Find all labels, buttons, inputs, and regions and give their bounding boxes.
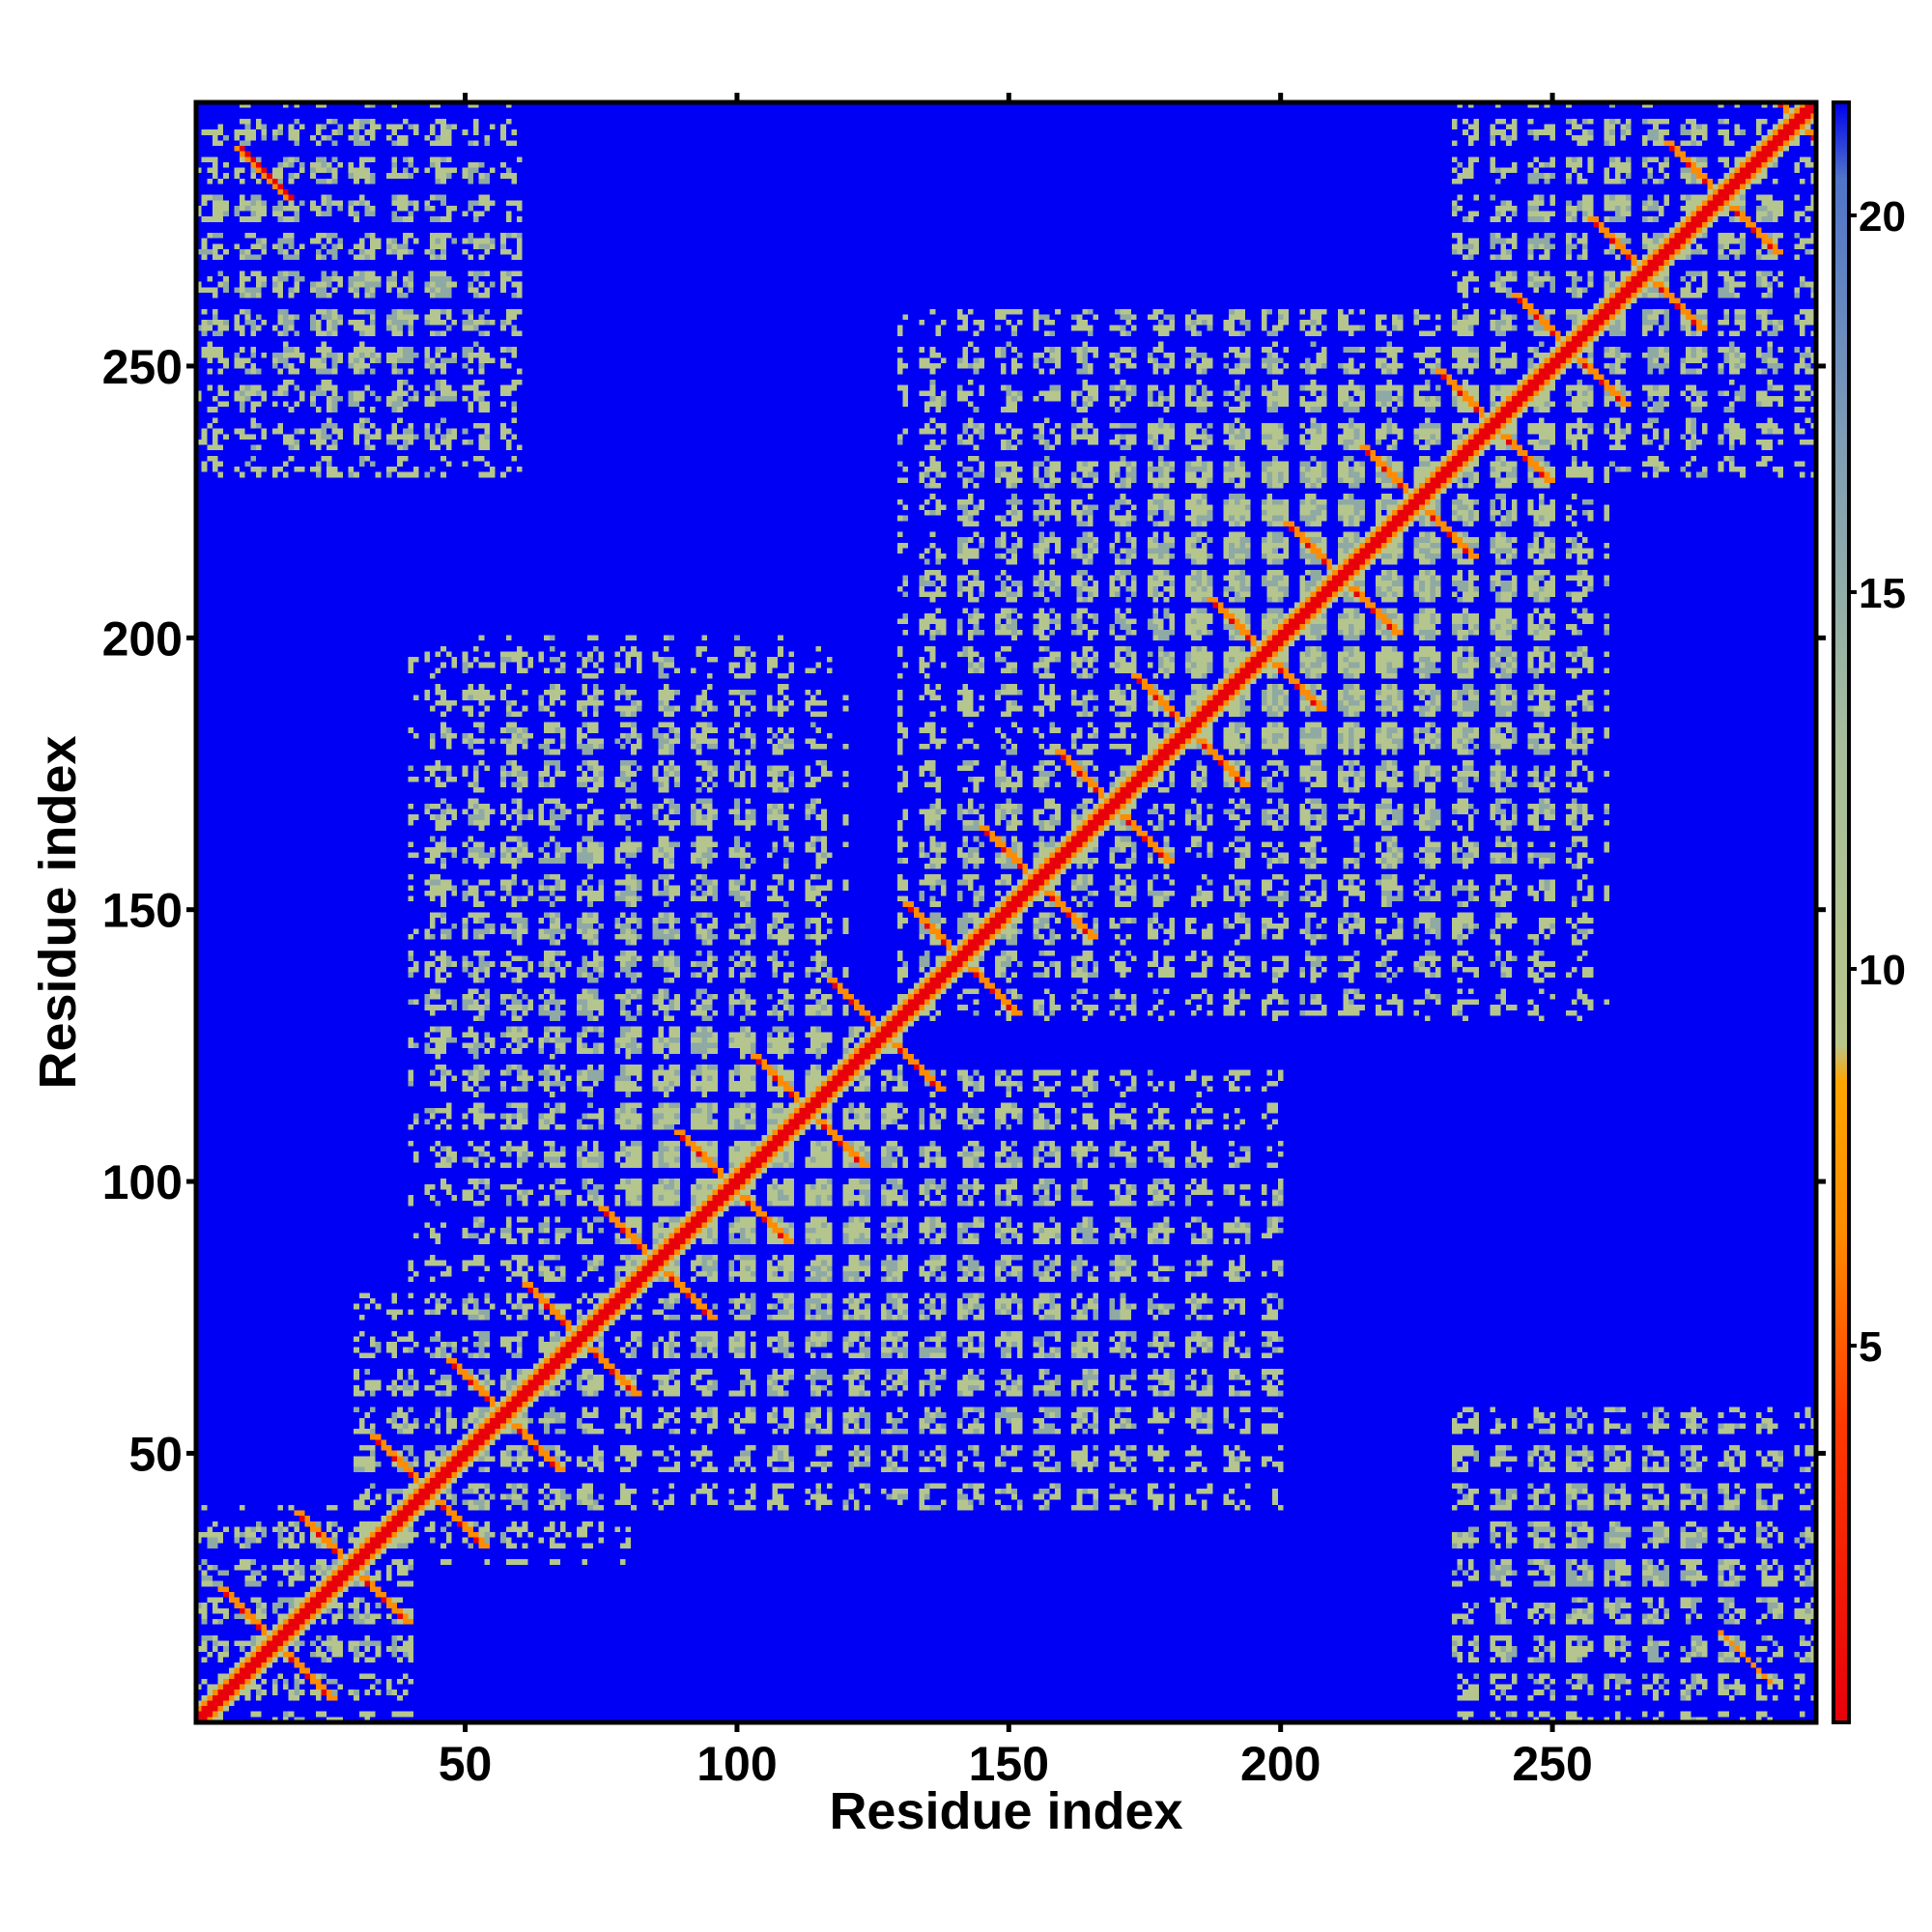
heatmap-plot-area (196, 102, 1816, 1722)
y-axis-ticks: 50 100 150 200 250 (102, 340, 196, 1481)
x-tick-label: 150 (969, 1737, 1049, 1791)
colorbar-tick-label: 15 (1859, 570, 1906, 617)
colorbar-tick-label: 10 (1859, 947, 1906, 994)
y-axis-label: Residue index (29, 735, 87, 1089)
y-tick-label: 250 (102, 340, 183, 394)
x-axis-label: Residue index (829, 1782, 1182, 1840)
top-axis-ticks (463, 93, 1555, 102)
colorbar-frame (1832, 100, 1851, 1724)
plot-frame (193, 99, 1819, 1725)
right-axis-ticks (1816, 363, 1826, 1456)
y-tick-label: 200 (102, 611, 183, 666)
colorbar-tick-label: 20 (1859, 193, 1906, 241)
x-axis-ticks: 50 100 150 200 250 (439, 1722, 1593, 1791)
x-tick-label: 250 (1512, 1737, 1592, 1791)
x-tick-label: 100 (696, 1737, 777, 1791)
colorbar-gradient (1833, 102, 1849, 1722)
colorbar-ticks: 5 10 15 20 (1849, 193, 1906, 1371)
y-tick-label: 50 (128, 1427, 183, 1481)
x-tick-label: 200 (1240, 1737, 1321, 1791)
y-tick-label: 150 (102, 884, 183, 938)
colorbar-tick-label: 5 (1859, 1323, 1882, 1371)
y-tick-label: 100 (102, 1155, 183, 1209)
x-tick-label: 50 (439, 1737, 493, 1791)
